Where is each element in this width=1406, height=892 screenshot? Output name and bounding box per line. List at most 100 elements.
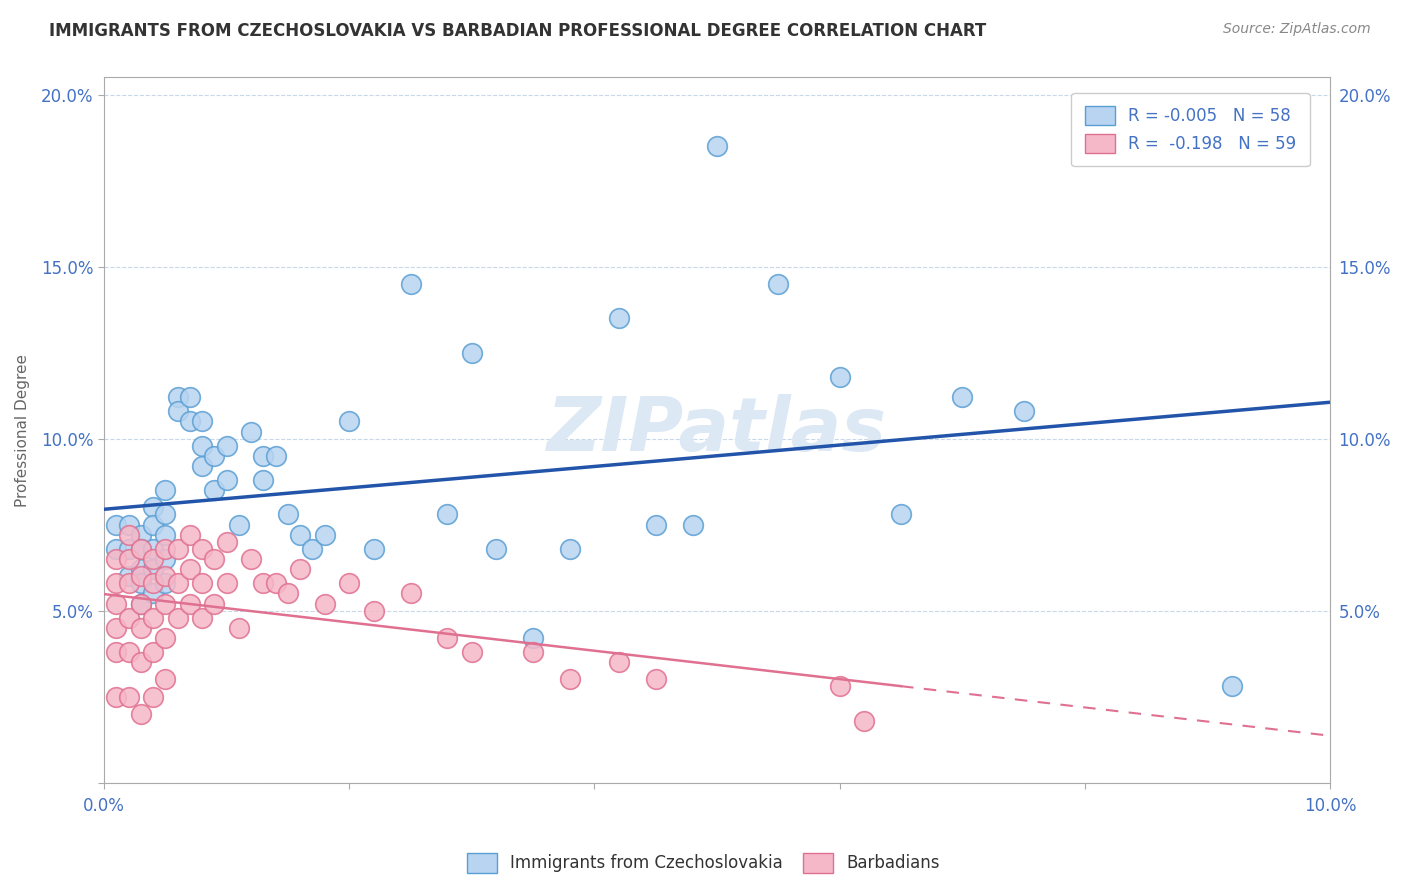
Point (105, 645, 128, 659)
Point (522, 645, 544, 659)
Point (890, 508, 912, 522)
Point (117, 541, 139, 556)
Point (191, 576, 214, 591)
Point (117, 645, 139, 659)
Point (105, 576, 128, 591)
Point (142, 645, 165, 659)
Point (828, 679, 851, 693)
Point (252, 449, 274, 463)
Point (166, 541, 188, 556)
Point (290, 562, 312, 576)
Point (129, 621, 152, 635)
Point (485, 541, 508, 556)
Point (129, 706, 152, 721)
Point (264, 576, 287, 591)
Point (105, 541, 128, 556)
Point (314, 597, 336, 611)
Point (105, 621, 128, 635)
Point (191, 459, 214, 474)
Point (142, 562, 165, 576)
Point (290, 528, 312, 542)
Text: IMMIGRANTS FROM CZECHOSLOVAKIA VS BARBADIAN PROFESSIONAL DEGREE CORRELATION CHAR: IMMIGRANTS FROM CZECHOSLOVAKIA VS BARBAD… (49, 22, 987, 40)
Point (828, 369, 851, 384)
Point (363, 604, 385, 618)
Point (129, 576, 152, 591)
Point (155, 569, 177, 583)
Point (363, 541, 385, 556)
Point (179, 597, 201, 611)
Point (155, 541, 177, 556)
Point (105, 552, 128, 566)
Point (461, 645, 484, 659)
Point (1220, 679, 1243, 693)
Point (117, 569, 139, 583)
Point (277, 586, 299, 600)
Point (706, 139, 728, 153)
Point (215, 473, 238, 487)
Point (142, 541, 165, 556)
Point (179, 390, 201, 404)
Point (129, 528, 152, 542)
Point (117, 690, 139, 704)
Point (105, 690, 128, 704)
Point (166, 576, 188, 591)
Point (607, 655, 630, 669)
Point (202, 597, 225, 611)
Point (228, 517, 250, 532)
Point (142, 610, 165, 624)
Point (314, 528, 336, 542)
Point (264, 449, 287, 463)
Legend: R = -0.005   N = 58, R =  -0.198   N = 59: R = -0.005 N = 58, R = -0.198 N = 59 (1071, 93, 1309, 166)
Point (399, 277, 422, 291)
Point (166, 390, 188, 404)
Point (105, 597, 128, 611)
Point (337, 414, 360, 428)
Point (277, 508, 299, 522)
Text: ZIPatlas: ZIPatlas (547, 393, 887, 467)
Point (142, 552, 165, 566)
Point (155, 552, 177, 566)
Point (215, 438, 238, 452)
Point (644, 517, 666, 532)
Legend: Immigrants from Czechoslovakia, Barbadians: Immigrants from Czechoslovakia, Barbadia… (460, 847, 946, 880)
Point (644, 673, 666, 687)
Point (202, 483, 225, 498)
Point (461, 345, 484, 359)
Point (155, 597, 177, 611)
Point (129, 541, 152, 556)
Point (142, 586, 165, 600)
Point (240, 552, 263, 566)
Point (117, 517, 139, 532)
Point (117, 528, 139, 542)
Point (202, 449, 225, 463)
Point (202, 552, 225, 566)
Point (950, 390, 973, 404)
Point (191, 438, 214, 452)
Point (191, 414, 214, 428)
Point (436, 631, 458, 645)
Point (129, 597, 152, 611)
Point (155, 631, 177, 645)
Point (558, 541, 581, 556)
Point (142, 500, 165, 515)
Point (240, 425, 263, 439)
Point (129, 541, 152, 556)
Point (228, 621, 250, 635)
Point (129, 655, 152, 669)
Point (117, 610, 139, 624)
Y-axis label: Professional Degree: Professional Degree (15, 353, 30, 507)
Point (105, 517, 128, 532)
Point (252, 473, 274, 487)
Point (117, 552, 139, 566)
Point (191, 610, 214, 624)
Point (436, 508, 458, 522)
Point (155, 508, 177, 522)
Point (155, 673, 177, 687)
Point (142, 517, 165, 532)
Point (399, 586, 422, 600)
Point (142, 576, 165, 591)
Point (607, 311, 630, 326)
Point (179, 562, 201, 576)
Point (129, 597, 152, 611)
Point (142, 690, 165, 704)
